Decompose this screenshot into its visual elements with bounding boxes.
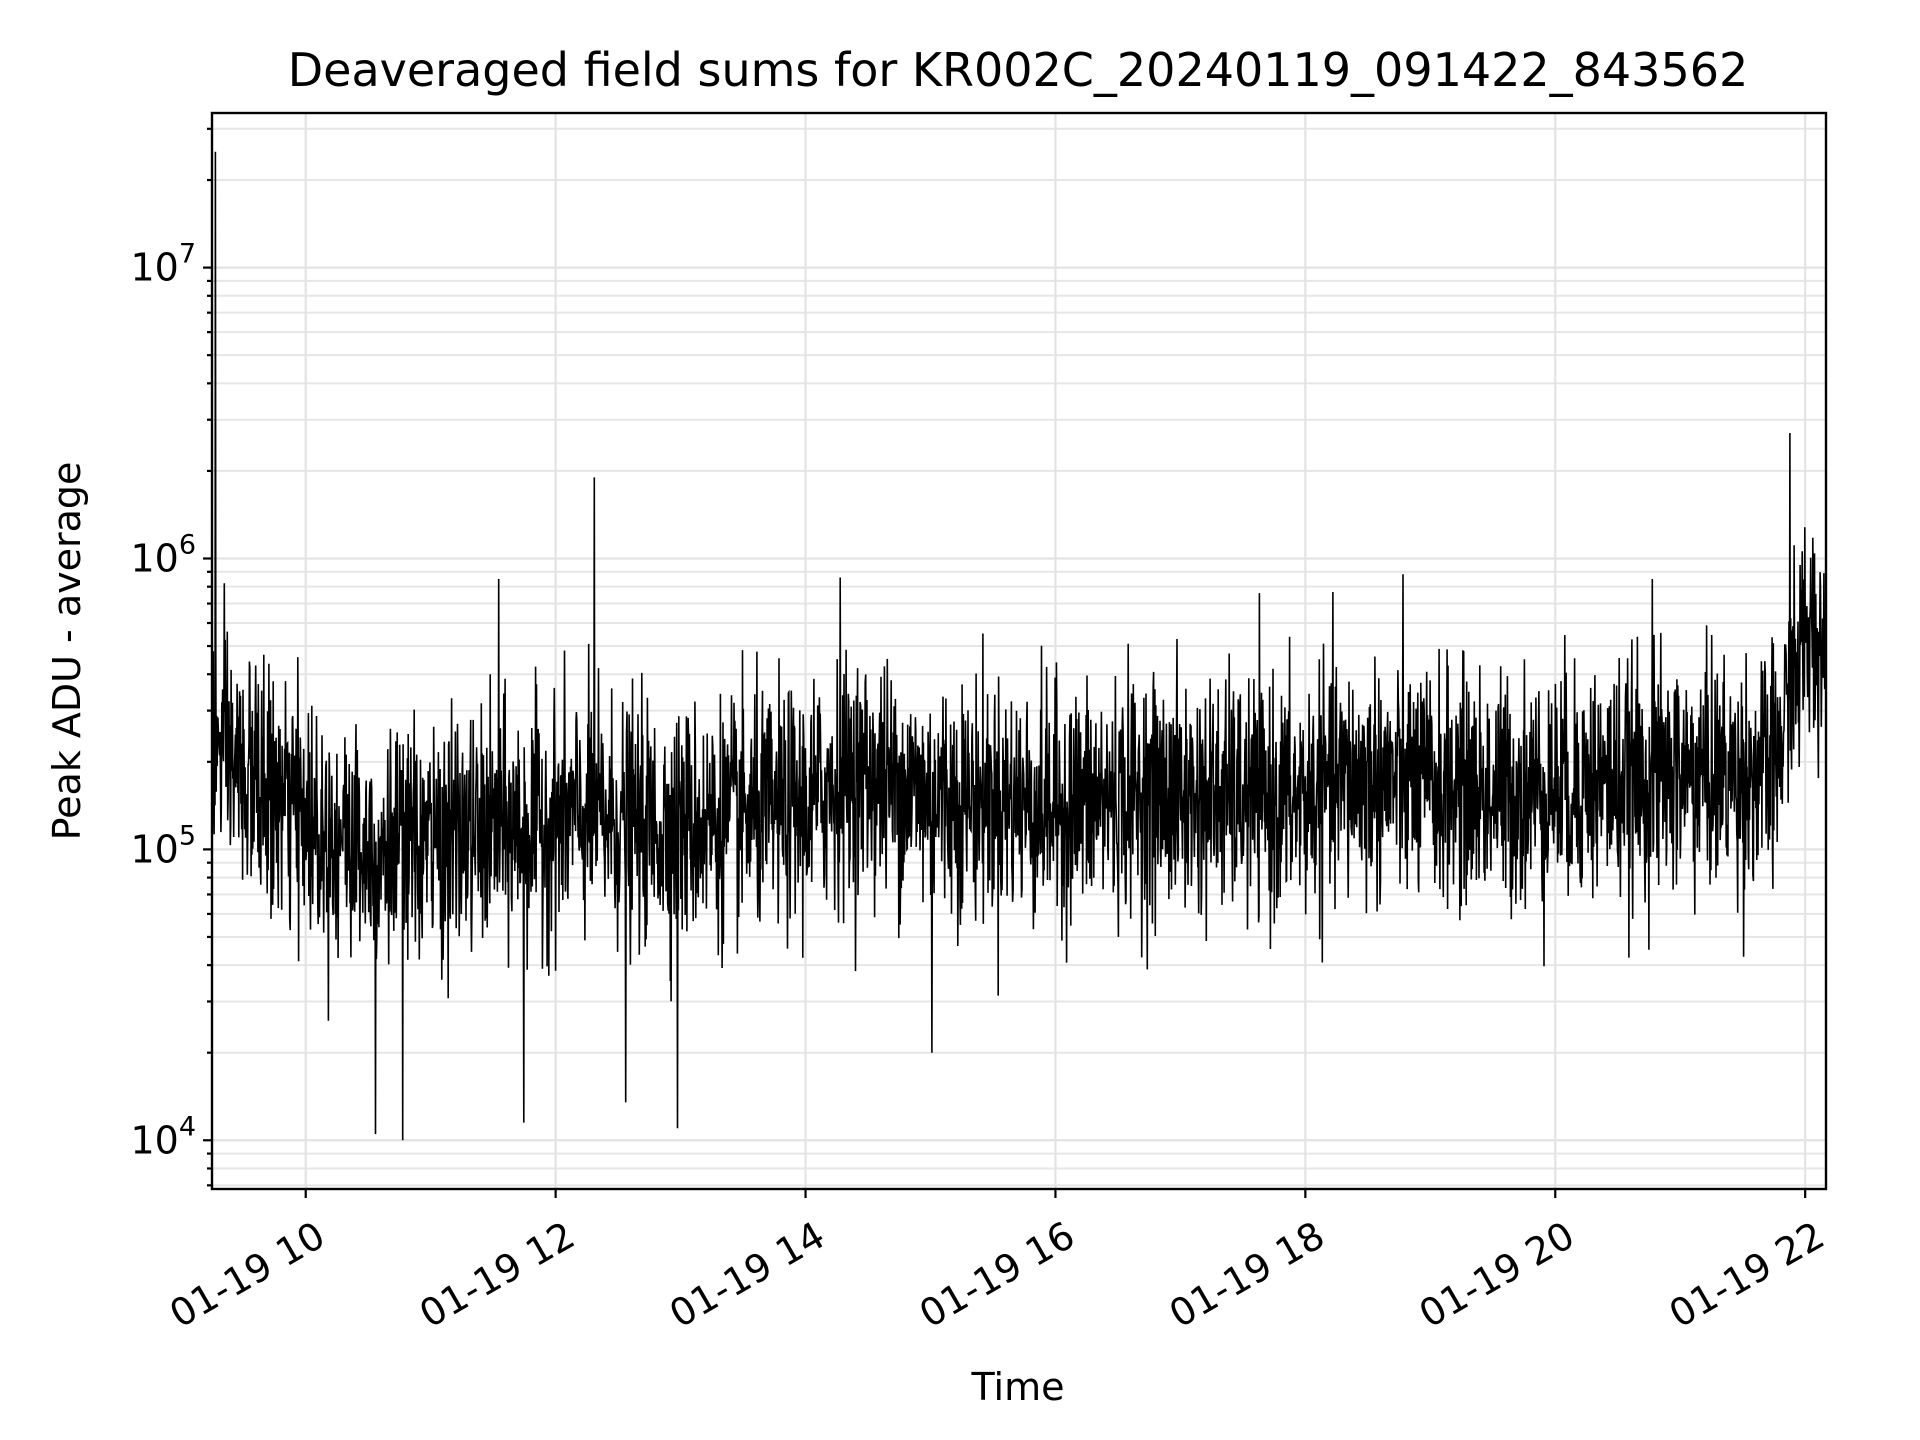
x-tick-label: 01-19 10 [162,1213,332,1337]
y-tick-label: 105 [130,820,196,871]
chart-title: Deaveraged field sums for KR002C_2024011… [288,43,1749,97]
y-tick-label: 106 [130,529,196,580]
x-tick-label: 01-19 22 [1662,1213,1832,1337]
y-tick-label: 104 [130,1111,196,1162]
series-layer [211,151,1827,1141]
x-axis-label: Time [971,1365,1065,1409]
x-tick-label: 01-19 12 [412,1213,582,1337]
x-tick-labels: 01-19 10 01-19 12 01-19 14 01-19 16 01-19 18… [162,1213,1831,1337]
x-tick-label: 01-19 20 [1412,1213,1582,1337]
y-tick-labels: 104 105 106 107 [130,239,196,1163]
x-tick-label: 01-19 16 [912,1213,1082,1337]
y-tick-label: 107 [130,239,196,290]
x-tick-label: 01-19 14 [662,1213,832,1337]
plot-frame [210,111,1828,1191]
series-line [211,151,1827,1141]
grid-lines [212,113,1826,1189]
x-tick-label: 01-19 18 [1162,1213,1332,1337]
tick-marks [203,127,1807,1198]
y-axis-label: Peak ADU - average [45,462,89,841]
